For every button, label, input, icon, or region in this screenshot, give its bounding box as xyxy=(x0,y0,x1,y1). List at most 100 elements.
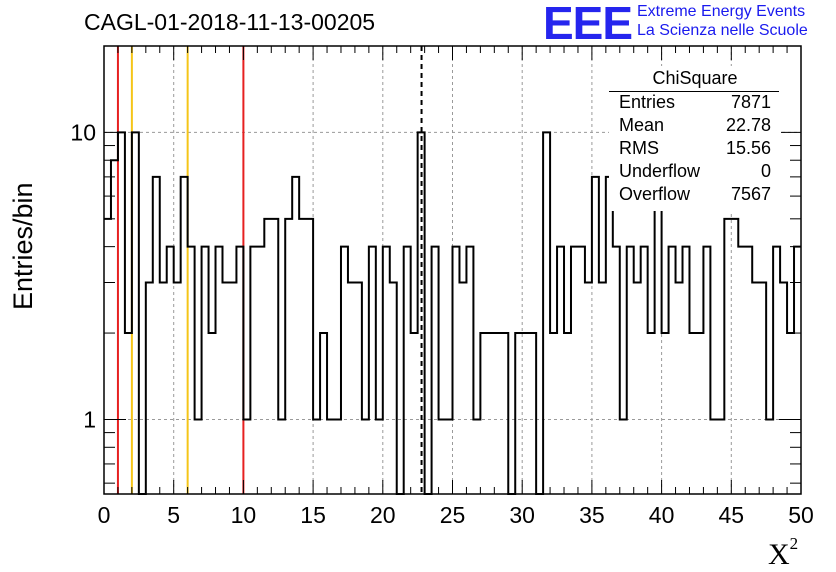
histogram-bin xyxy=(683,247,690,494)
histogram-outline xyxy=(104,131,801,495)
stats-value: 7871 xyxy=(730,92,771,112)
stats-key: RMS xyxy=(619,138,659,158)
histogram-bin xyxy=(780,283,787,494)
histogram-bin xyxy=(724,219,731,494)
histogram-bin xyxy=(717,419,724,494)
x-axis-label-exponent: 2 xyxy=(789,534,799,553)
histogram-bin xyxy=(369,247,376,494)
histogram-bin xyxy=(264,219,271,494)
histogram-bin xyxy=(362,419,369,494)
histogram-bin xyxy=(689,333,696,494)
histogram-bin xyxy=(132,132,139,494)
histogram-bin xyxy=(334,419,341,494)
histogram-bin xyxy=(376,419,383,494)
histogram-bin xyxy=(745,247,752,494)
stats-row-underflow: Underflow 0 xyxy=(619,161,771,184)
histogram-bin xyxy=(515,333,522,494)
histogram-bin xyxy=(585,283,592,494)
histogram-bin xyxy=(466,247,473,494)
logo-line-1: Extreme Energy Events xyxy=(637,3,806,20)
histogram-bin xyxy=(494,333,501,494)
histogram-bin xyxy=(501,333,508,494)
histogram-bin xyxy=(599,283,606,494)
histogram-bin xyxy=(606,177,613,494)
histogram-bin xyxy=(634,283,641,494)
histogram-bin xyxy=(146,283,153,494)
x-tick-label: 20 xyxy=(370,502,396,528)
histogram-bin xyxy=(459,283,466,494)
histogram-bin xyxy=(766,419,773,494)
y-axis-label-text: Entries/bin xyxy=(8,182,38,310)
histogram-bin xyxy=(773,247,780,494)
histogram-bin xyxy=(432,247,439,494)
x-tick-label: 35 xyxy=(579,502,605,528)
histogram-bin xyxy=(641,247,648,494)
histogram-bin xyxy=(306,219,313,494)
stats-key: Entries xyxy=(619,92,676,112)
tick-labels: 0 5 10 15 20 25 30 35 40 45 50 1 10 xyxy=(70,119,813,528)
x-axis-label: X2 xyxy=(768,534,799,571)
logo-line-2: La Scienza nelle Scuole xyxy=(637,22,808,39)
x-tick-label: 5 xyxy=(167,502,180,528)
histogram-bin xyxy=(787,333,794,494)
y-tick-label: 1 xyxy=(83,406,96,432)
x-tick-label: 10 xyxy=(231,502,257,528)
histogram-bin xyxy=(453,247,460,494)
histogram-bin xyxy=(209,333,216,494)
x-tick-label: 25 xyxy=(440,502,466,528)
histogram-bin xyxy=(759,283,766,494)
histogram-bin xyxy=(160,283,167,494)
histogram-bin xyxy=(327,419,334,494)
x-tick-label: 45 xyxy=(719,502,745,528)
histogram-bin xyxy=(299,219,306,494)
histogram-bin xyxy=(550,333,557,494)
stats-value: 7567 xyxy=(730,184,771,204)
histogram-bin xyxy=(662,333,669,494)
histogram-bin xyxy=(111,160,118,494)
histogram-bin xyxy=(564,333,571,494)
histogram-bin xyxy=(188,247,195,494)
histogram-bin xyxy=(627,247,634,494)
logo-mark: EEE xyxy=(543,0,633,49)
histogram-bin xyxy=(292,177,299,494)
histogram-bin xyxy=(571,247,578,494)
x-tick-label: 50 xyxy=(788,502,814,528)
histogram-bin xyxy=(250,247,257,494)
stats-value: 22.78 xyxy=(725,115,771,135)
histogram-bin xyxy=(195,419,202,494)
histogram-bin xyxy=(118,132,125,494)
histogram-bin xyxy=(592,177,599,494)
histogram-bin xyxy=(578,247,585,494)
stats-row-overflow: Overflow 7567 xyxy=(619,184,771,207)
histogram-bin xyxy=(278,419,285,494)
x-tick-label: 30 xyxy=(509,502,535,528)
histogram-bin xyxy=(473,419,480,494)
histogram-bin xyxy=(243,419,250,494)
histogram-bin xyxy=(313,419,320,494)
axes xyxy=(103,45,802,495)
eee-logo: EEE Extreme Energy Events La Scienza nel… xyxy=(543,0,833,49)
histogram-bin xyxy=(696,333,703,494)
histogram-bin xyxy=(257,247,264,494)
histogram-bin xyxy=(731,219,738,494)
histogram-bin xyxy=(355,283,362,494)
stats-key: Mean xyxy=(619,115,665,135)
histogram-bin xyxy=(676,283,683,494)
histogram-bin xyxy=(348,283,355,494)
histogram-bin xyxy=(543,132,550,494)
histogram-bin xyxy=(404,247,411,494)
histogram-bin xyxy=(669,247,676,494)
histogram-bin xyxy=(710,419,717,494)
histogram-bin xyxy=(703,247,710,494)
histogram-bin xyxy=(174,283,181,494)
stats-title-rule xyxy=(609,91,779,92)
histogram-bin xyxy=(229,283,236,494)
histogram-bin xyxy=(487,333,494,494)
stats-row-rms: RMS 15.56 xyxy=(619,138,771,161)
histogram-bin xyxy=(153,177,160,494)
x-tick-label: 40 xyxy=(649,502,675,528)
histogram-bin xyxy=(446,419,453,494)
y-tick-label: 10 xyxy=(70,119,96,145)
stats-key: Underflow xyxy=(619,161,701,181)
